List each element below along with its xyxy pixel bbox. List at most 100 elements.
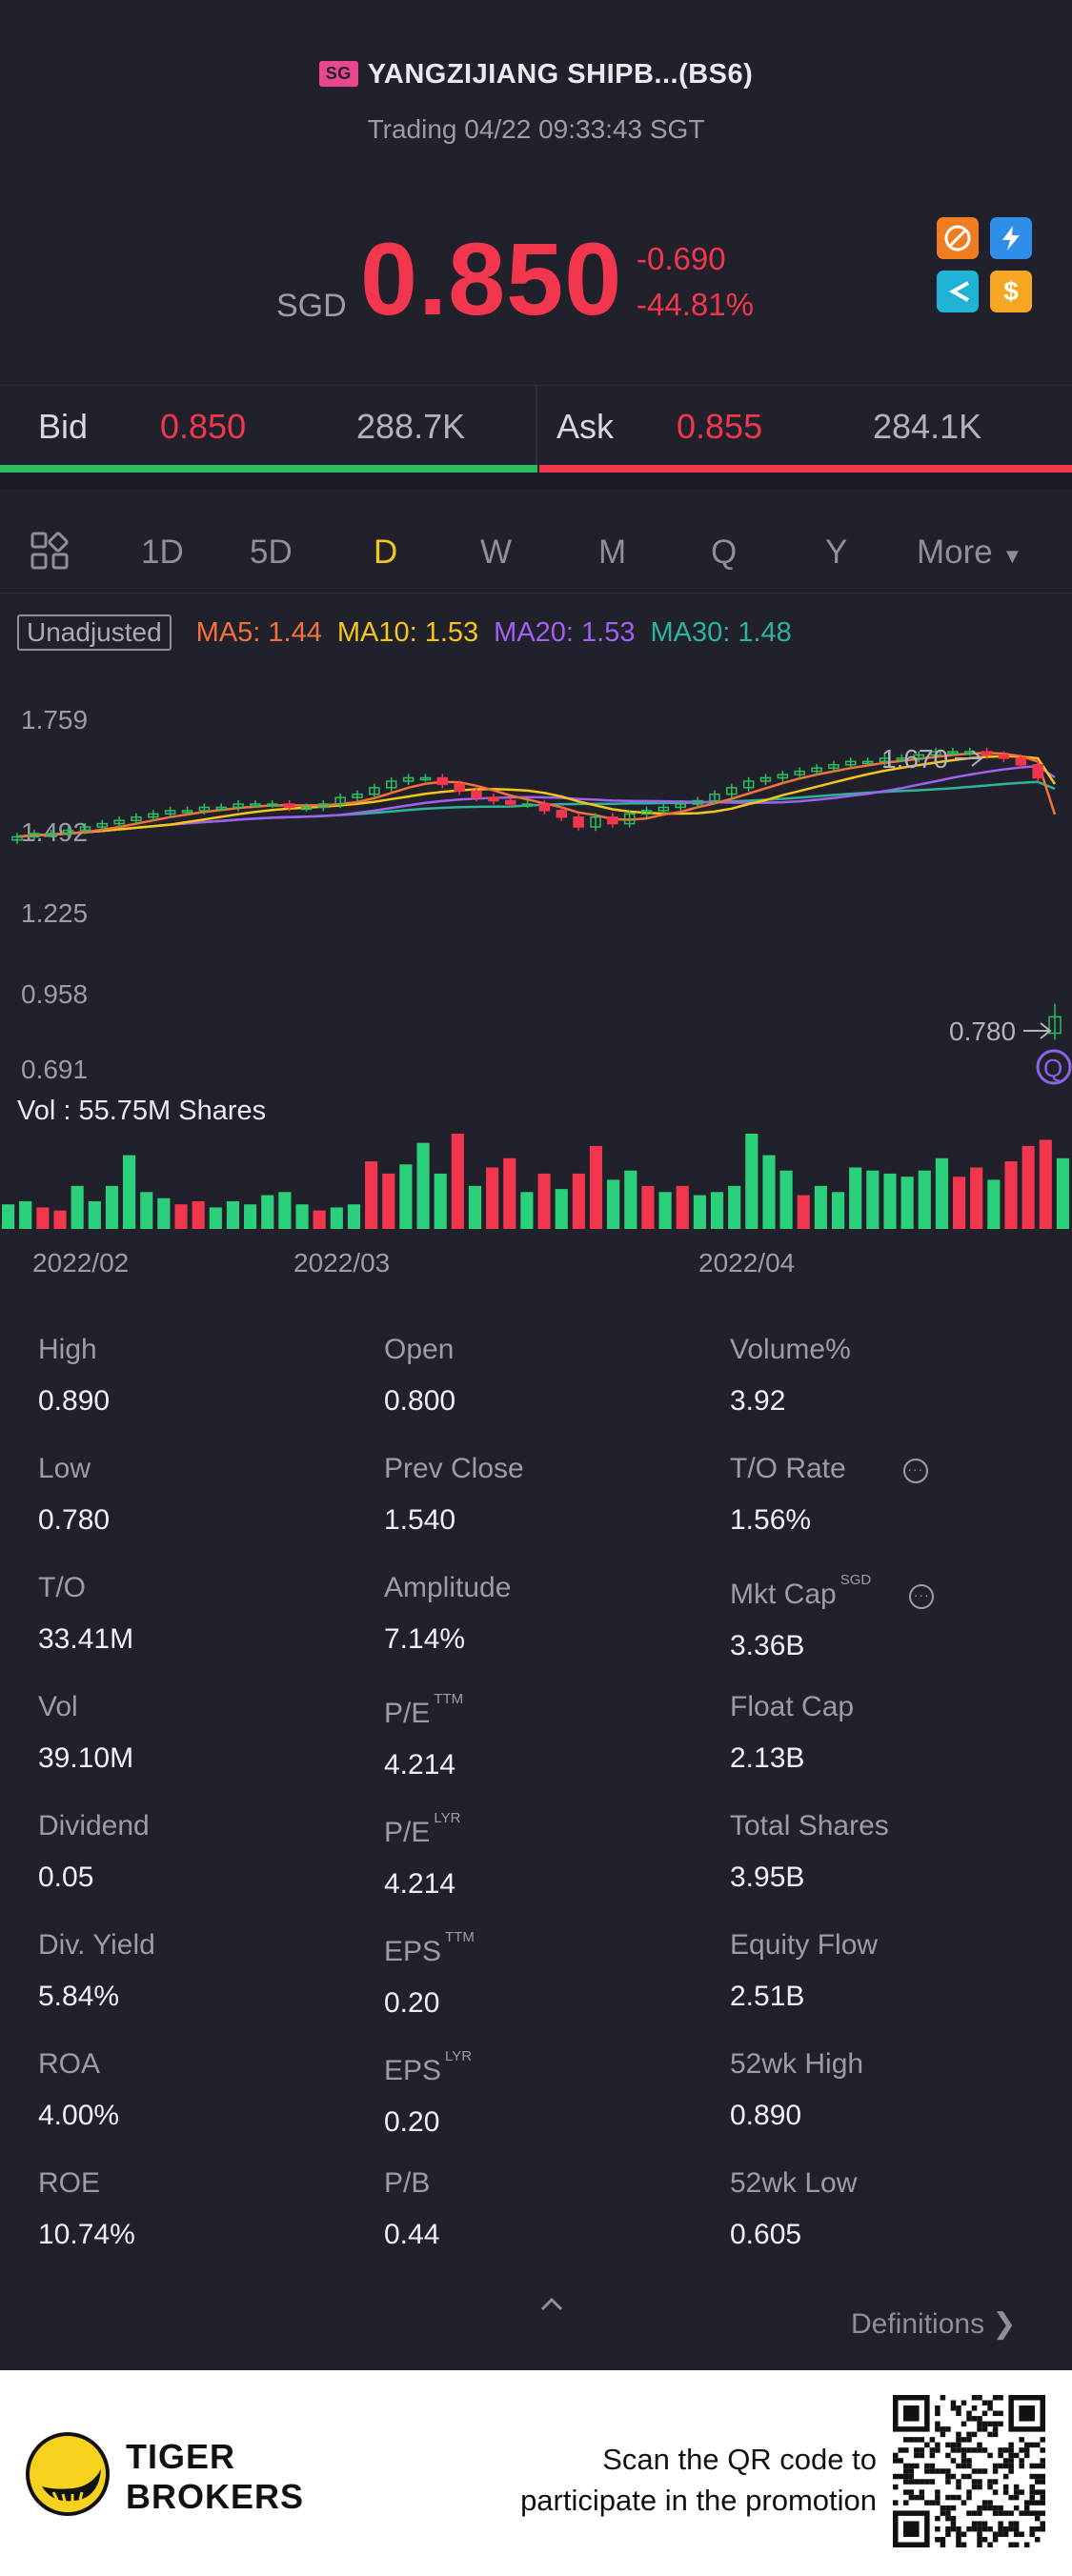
- dollar-icon[interactable]: $: [990, 271, 1032, 312]
- stat-value: 4.00%: [38, 2100, 120, 2131]
- volume-bar: [313, 1210, 326, 1229]
- candle-body: [709, 793, 720, 802]
- currency-label: SGD: [276, 288, 347, 324]
- candle-body: [879, 757, 891, 763]
- tab-weekly[interactable]: W: [480, 533, 513, 571]
- y-tick-label: 0.958: [21, 979, 88, 1009]
- stat-label-text: 52wk High: [730, 2048, 864, 2080]
- stat-label-text: Prev Close: [384, 1453, 524, 1484]
- stat-value: 3.92: [730, 1385, 786, 1417]
- stat-label: Low: [38, 1453, 362, 1485]
- brand-name: TIGER BROKERS: [126, 2437, 304, 2517]
- bid-section[interactable]: Bid 0.850 288.7K: [0, 386, 536, 473]
- stat-value: 5.84%: [38, 1981, 120, 2012]
- volume-bar: [174, 1204, 188, 1229]
- stat-label: EPS LYR: [384, 2048, 708, 2087]
- high-annotation-arrow: [955, 750, 983, 767]
- volume-bar: [295, 1204, 309, 1229]
- volume-bar: [1039, 1139, 1052, 1229]
- change-percent: -44.81%: [637, 287, 754, 322]
- tab-1d[interactable]: 1D: [141, 533, 184, 571]
- candle-body: [233, 803, 244, 809]
- candle-body: [45, 833, 57, 836]
- definitions-label: Definitions: [851, 2308, 985, 2340]
- stat-label-text: P/E: [384, 1698, 431, 1729]
- volume-bar: [53, 1210, 67, 1229]
- stat-cell: P/B 0.44: [384, 2167, 708, 2251]
- chevron-down-icon: ▼: [1001, 544, 1023, 568]
- chevron-right-icon: ❯: [992, 2308, 1017, 2340]
- lightning-icon[interactable]: [990, 217, 1032, 259]
- stock-title[interactable]: SG YANGZIJIANG SHIPB...(BS6): [0, 59, 1072, 91]
- adjust-toggle[interactable]: Unadjusted: [17, 614, 172, 651]
- y-tick-label: 1.759: [21, 705, 88, 735]
- volume-bar: [849, 1167, 862, 1229]
- stat-cell: Vol 39.10M: [38, 1691, 362, 1775]
- volume-bar: [589, 1145, 603, 1229]
- stat-label: Div. Yield: [38, 1929, 362, 1962]
- candle-body: [675, 803, 686, 809]
- volume-bar: [607, 1179, 620, 1229]
- more-info-icon[interactable]: ···: [902, 1459, 928, 1483]
- candle-body: [726, 787, 738, 795]
- candle-body: [759, 776, 772, 782]
- ask-section[interactable]: Ask 0.855 284.1K: [537, 386, 1072, 473]
- volume-bar: [261, 1195, 274, 1229]
- candle-body: [11, 835, 23, 841]
- tab-5d[interactable]: 5D: [250, 533, 293, 571]
- candle-body: [164, 810, 176, 815]
- promo-text: Scan the QR code to participate in the p…: [520, 2439, 877, 2521]
- volume-bar: [416, 1142, 430, 1229]
- tab-more-label: More: [917, 533, 993, 571]
- volume-bar: [883, 1173, 897, 1229]
- volume-bar: [434, 1173, 447, 1229]
- stat-cell: Equity Flow 2.51B: [730, 1929, 1054, 2013]
- indicator-badge-letter: Q: [1043, 1054, 1062, 1082]
- tab-quarterly[interactable]: Q: [711, 533, 738, 571]
- candle-body: [402, 776, 415, 782]
- chevron-up-icon[interactable]: [538, 2291, 565, 2318]
- stat-label: Equity Flow: [730, 1929, 1054, 1962]
- bid-price: 0.850: [160, 407, 247, 446]
- stat-label: Total Shares: [730, 1810, 1054, 1842]
- volume-bar: [399, 1164, 413, 1229]
- volume-bar: [88, 1200, 101, 1229]
- low-annotation: 0.780: [949, 1016, 1016, 1046]
- candle-body: [607, 815, 618, 825]
- tab-yearly[interactable]: Y: [825, 533, 848, 571]
- x-tick-label: 2022/04: [698, 1248, 795, 1277]
- candle-body: [794, 770, 805, 775]
- stat-label-text: Amplitude: [384, 1572, 512, 1603]
- ask-size: 284.1K: [873, 407, 982, 446]
- tab-daily[interactable]: D: [374, 533, 398, 571]
- stat-label-text: P/B: [384, 2167, 431, 2199]
- more-info-icon[interactable]: ···: [909, 1584, 935, 1609]
- candle-body: [538, 803, 551, 812]
- share-icon[interactable]: [937, 271, 979, 312]
- volume-bar: [952, 1177, 966, 1229]
- volume-bar: [797, 1195, 810, 1229]
- volume-bar: [935, 1157, 948, 1229]
- stat-label: Float Cap: [730, 1691, 1054, 1723]
- stat-label-text: Total Shares: [730, 1810, 889, 1841]
- volume-bar: [382, 1173, 395, 1229]
- stat-cell: Float Cap 2.13B: [730, 1691, 1054, 1775]
- tab-more[interactable]: More ▼: [917, 533, 1022, 572]
- stat-cell: ROA 4.00%: [38, 2048, 362, 2132]
- kline-chart[interactable]: 1.759 1.492 1.225 0.958 0.691 1.670 0.780 Q 2022…: [0, 667, 1072, 1278]
- ask-price: 0.855: [677, 407, 763, 446]
- candle-body: [913, 754, 924, 759]
- stat-label: Open: [384, 1334, 708, 1366]
- stat-label-text: P/E: [384, 1817, 431, 1848]
- stat-label-text: Div. Yield: [38, 1929, 155, 1961]
- definitions-link[interactable]: Definitions ❯: [851, 2307, 1017, 2341]
- volume-bar: [244, 1204, 257, 1229]
- tab-monthly[interactable]: M: [598, 533, 627, 571]
- no-short-icon[interactable]: [937, 217, 979, 259]
- candle-body: [471, 790, 482, 798]
- chart-layout-icon[interactable]: [29, 530, 71, 572]
- volume-bar: [209, 1207, 222, 1229]
- qr-code[interactable]: [893, 2395, 1045, 2547]
- candle-body: [334, 796, 346, 805]
- volume-bar: [676, 1185, 689, 1229]
